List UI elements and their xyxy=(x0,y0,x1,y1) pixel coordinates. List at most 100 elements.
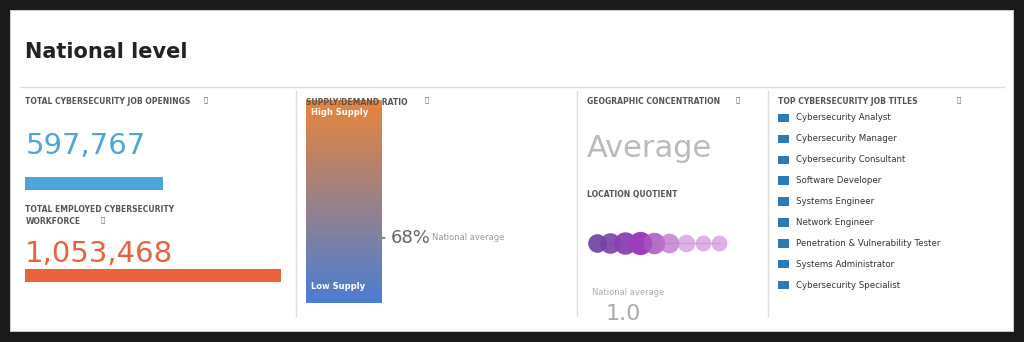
Bar xyxy=(306,214,382,217)
Text: SUPPLY/DEMAND RATIO: SUPPLY/DEMAND RATIO xyxy=(306,97,408,106)
Bar xyxy=(778,260,788,268)
Bar xyxy=(306,186,382,188)
Point xyxy=(694,241,711,246)
Bar xyxy=(306,270,382,273)
Text: ⓘ: ⓘ xyxy=(736,96,740,103)
Bar xyxy=(306,294,382,296)
Text: National average: National average xyxy=(592,288,665,297)
Bar xyxy=(306,113,382,116)
Bar xyxy=(306,110,382,112)
Bar xyxy=(306,225,382,227)
Bar xyxy=(306,139,382,141)
Bar xyxy=(306,272,382,274)
Bar xyxy=(306,120,382,122)
Bar xyxy=(306,184,382,186)
Text: Low Supply: Low Supply xyxy=(311,282,366,291)
Bar xyxy=(306,208,382,210)
Bar xyxy=(306,229,382,232)
Bar xyxy=(306,103,382,105)
FancyBboxPatch shape xyxy=(10,10,1014,332)
Text: TOP CYBERSECURITY JOB TITLES: TOP CYBERSECURITY JOB TITLES xyxy=(778,97,918,106)
Bar xyxy=(306,128,382,131)
Bar xyxy=(306,287,382,289)
Point xyxy=(617,241,634,246)
Bar xyxy=(306,204,382,207)
Text: High Supply: High Supply xyxy=(311,108,369,117)
Bar xyxy=(306,206,382,208)
Text: LOCATION QUOTIENT: LOCATION QUOTIENT xyxy=(588,190,678,199)
Bar xyxy=(306,101,382,104)
Bar xyxy=(306,111,382,114)
Bar xyxy=(306,290,382,293)
Bar xyxy=(778,218,788,227)
Text: TOTAL CYBERSECURITY JOB OPENINGS: TOTAL CYBERSECURITY JOB OPENINGS xyxy=(26,97,190,106)
Point xyxy=(646,241,663,246)
Bar xyxy=(306,179,382,181)
Point xyxy=(711,241,727,246)
Bar xyxy=(778,176,788,185)
Bar xyxy=(306,160,382,163)
Bar xyxy=(26,177,163,190)
Text: Systems Administrator: Systems Administrator xyxy=(796,260,894,269)
Bar xyxy=(306,106,382,109)
Bar xyxy=(306,154,382,156)
Bar xyxy=(306,117,382,119)
Bar xyxy=(306,198,382,200)
Bar xyxy=(306,209,382,212)
Bar xyxy=(306,258,382,261)
Bar xyxy=(306,115,382,117)
Bar xyxy=(306,256,382,259)
Bar xyxy=(306,251,382,254)
Bar xyxy=(306,144,382,146)
Point xyxy=(632,241,648,246)
Text: Systems Engineer: Systems Engineer xyxy=(796,197,874,206)
Bar xyxy=(306,125,382,127)
Bar xyxy=(306,267,382,269)
Bar xyxy=(306,235,382,237)
Bar xyxy=(306,159,382,161)
Bar xyxy=(306,243,382,246)
Bar xyxy=(778,197,788,206)
Bar xyxy=(306,274,382,276)
Bar xyxy=(306,228,382,230)
Text: Penetration & Vulnerability Tester: Penetration & Vulnerability Tester xyxy=(796,239,940,248)
Bar xyxy=(306,132,382,134)
Bar xyxy=(306,152,382,154)
Bar xyxy=(306,265,382,267)
Bar xyxy=(306,118,382,120)
Bar xyxy=(306,213,382,215)
Bar xyxy=(306,284,382,286)
Bar xyxy=(306,174,382,176)
Text: Average: Average xyxy=(588,134,713,163)
Bar xyxy=(306,220,382,222)
Bar xyxy=(306,127,382,129)
Bar xyxy=(306,123,382,126)
Bar xyxy=(306,140,382,143)
Bar xyxy=(778,239,788,248)
Bar xyxy=(306,218,382,220)
Bar xyxy=(306,297,382,300)
Point xyxy=(678,241,694,246)
Point xyxy=(660,241,677,246)
Text: 68%: 68% xyxy=(390,229,430,247)
Bar xyxy=(26,269,282,282)
Bar xyxy=(306,260,382,262)
Bar xyxy=(306,289,382,291)
Bar xyxy=(306,147,382,149)
Text: TOTAL EMPLOYED CYBERSECURITY
WORKFORCE: TOTAL EMPLOYED CYBERSECURITY WORKFORCE xyxy=(26,205,174,226)
Bar xyxy=(306,236,382,239)
Bar xyxy=(306,253,382,255)
Bar xyxy=(306,262,382,264)
Bar xyxy=(306,282,382,284)
Bar xyxy=(306,189,382,192)
Bar xyxy=(306,255,382,257)
Text: ⓘ: ⓘ xyxy=(956,96,961,103)
Bar xyxy=(306,130,382,132)
Bar xyxy=(306,285,382,288)
Bar xyxy=(306,150,382,153)
Bar xyxy=(306,199,382,201)
Text: Network Engineer: Network Engineer xyxy=(796,218,873,227)
Bar xyxy=(306,248,382,250)
Bar xyxy=(306,142,382,144)
Bar xyxy=(306,277,382,279)
